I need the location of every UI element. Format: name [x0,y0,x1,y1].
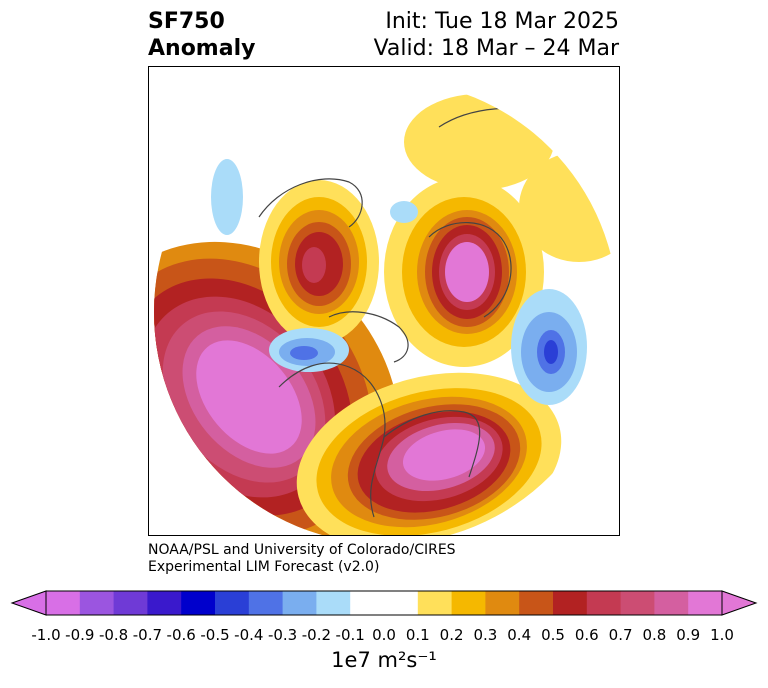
colorbar-cell [215,591,250,615]
colorbar-cell [316,591,351,615]
colorbar-cell [113,591,148,615]
colorbar-tick-label: -0.6 [166,626,196,644]
colorbar-tick-label: 0.0 [372,626,396,644]
colorbar-tick-label: -0.2 [301,626,332,644]
colorbar-cell [181,591,216,615]
colorbar-tick-label: 1.0 [710,626,734,644]
colorbar-tick-label: 0.9 [676,626,701,644]
colorbar-tick-label: 0.3 [473,626,498,644]
colorbar-tick-label: 0.8 [642,626,667,644]
map-subtitle: Anomaly [148,36,256,61]
colorbar-tick-label: -0.5 [200,626,230,644]
colorbar-cell [620,591,655,615]
colorbar-unit-label: 1e7 m²s⁻¹ [331,648,437,672]
colorbar-tick-label: -0.9 [65,626,95,644]
colorbar-cell [451,591,486,615]
colorbar-tick-label: 0.7 [608,626,633,644]
colorbar [10,590,758,616]
colorbar-cell [586,591,622,615]
alaska-negative-anomaly [269,328,349,372]
colorbar-tick-label: -0.7 [132,626,163,644]
colorbar-cell [485,591,520,615]
colorbar-cell [248,591,284,615]
colorbar-cell [417,591,453,615]
colorbar-cell [46,591,81,615]
canada-positive-anomaly [259,180,379,344]
eastern-us-positive-anomaly [296,372,562,535]
europe-positive-anomaly [384,177,544,367]
credit-line-1: NOAA/PSL and University of Colorado/CIRE… [148,542,456,558]
colorbar-tick-label: 0.5 [541,626,565,644]
colorbar-left-extend [10,590,47,616]
valid-range: Valid: 18 Mar – 24 Mar [373,36,619,61]
colorbar-tick-label: -0.8 [98,626,129,644]
init-date: Init: Tue 18 Mar 2025 [385,9,619,34]
colorbar-tick-label: 0.6 [574,626,599,644]
colorbar-cell [654,591,689,615]
map-svg [154,94,618,535]
colorbar-cell [384,591,419,615]
colorbar-tick-label: 0.2 [439,626,464,644]
colorbar-tick-label: -0.1 [335,626,365,644]
pacific-negative-anomaly [211,159,418,235]
colorbar-cell [688,591,723,615]
colorbar-tick-label: -1.0 [31,626,61,644]
colorbar-tick-label: -0.3 [267,626,298,644]
colorbar-cell [553,591,588,615]
colorbar-right-extend [721,590,758,616]
colorbar-cell [350,591,385,615]
colorbar-tick-label: 0.1 [405,626,430,644]
colorbar-cell [79,591,115,615]
credit-line-2: Experimental LIM Forecast (v2.0) [148,559,380,575]
anomaly-map [148,66,620,536]
central-asia-negative-anomaly [511,289,587,405]
colorbar-tick-label: -0.4 [234,626,264,644]
colorbar-tick-label: 0.4 [507,626,532,644]
colorbar-cell [282,591,317,615]
colorbar-cell [147,591,182,615]
map-title: SF750 [148,9,225,34]
colorbar-cell [519,591,554,615]
